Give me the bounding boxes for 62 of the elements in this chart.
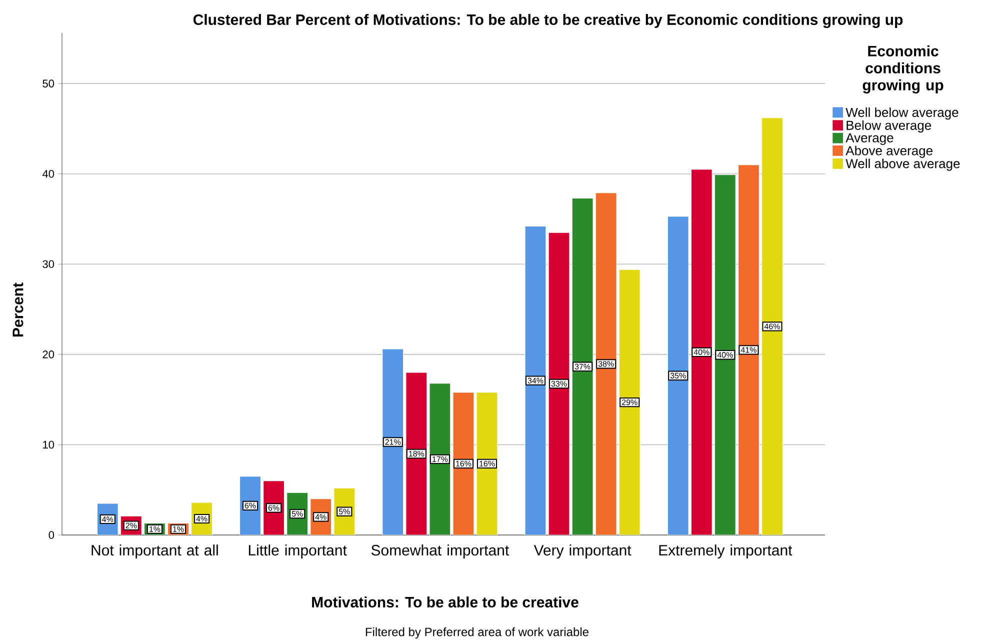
data-label: 40% [717, 352, 733, 358]
bar [548, 232, 570, 535]
bar [452, 392, 474, 535]
data-label: 35% [670, 372, 686, 378]
data-label: 18% [409, 450, 424, 457]
bar [714, 174, 736, 535]
x-tick-label: Little important [248, 544, 347, 559]
bar [572, 198, 594, 535]
data-label: 21% [385, 439, 401, 445]
x-tick-label: Somewhat important [371, 544, 510, 559]
data-label: 33% [551, 380, 567, 387]
x-axis-title: Motivations: To be able to be creative [312, 596, 578, 608]
data-label: 41% [740, 347, 756, 353]
bar [761, 118, 784, 535]
data-label: 37% [574, 364, 590, 370]
y-tick-label: 10 [43, 440, 54, 449]
data-label: 1% [150, 526, 160, 532]
data-label: 6% [244, 502, 256, 508]
data-label: 38% [598, 361, 614, 367]
data-label: 40% [694, 349, 710, 355]
bar [618, 269, 640, 535]
data-label: 5% [338, 508, 350, 514]
bar [239, 476, 262, 535]
data-label: 6% [268, 505, 280, 511]
text: Filtered by Preferred area of work variable [366, 627, 588, 639]
x-tick-label: Extremely important [659, 544, 792, 559]
legend-label: Well below average [846, 107, 958, 120]
x-tick-label: Not important at all [92, 544, 218, 559]
bar [524, 226, 546, 535]
legend-label: Average [846, 133, 894, 145]
x-tick-label: Very important [534, 544, 632, 559]
bar [429, 383, 451, 535]
data-label: 16% [456, 460, 472, 467]
chart-title: Clustered Bar Percent of Motivations: To be able to be creative by Economic conditions growing up [193, 14, 903, 28]
bar [667, 216, 689, 535]
data-label: 17% [432, 456, 448, 462]
data-label: 29% [622, 399, 638, 406]
y-tick-label: 40 [42, 170, 54, 178]
data-label: 34% [528, 378, 544, 384]
data-label: 4% [196, 516, 208, 522]
bar [476, 392, 498, 535]
bar [738, 164, 760, 535]
data-label: 4% [102, 516, 114, 522]
y-tick-label: 30 [42, 260, 54, 268]
legend-label: Well above average [846, 158, 960, 171]
data-label: 16% [480, 460, 495, 467]
data-label: 46% [764, 324, 780, 330]
legend-title: Economic conditions growing up [862, 45, 944, 94]
bar [690, 169, 712, 535]
legend-label: Above average [846, 146, 932, 158]
data-label: 1% [173, 526, 184, 532]
data-label: 4% [315, 514, 326, 520]
data-label: 5% [292, 510, 303, 517]
bar [406, 372, 428, 535]
bar [382, 348, 404, 535]
legend-label: Below average [846, 120, 932, 133]
y-tick-label: 0 [48, 531, 54, 539]
data-label: 2% [126, 522, 137, 528]
y-axis-title: Percent [12, 282, 24, 337]
y-tick-label: 50 [42, 80, 54, 88]
bar [595, 192, 617, 535]
y-tick-label: 20 [42, 350, 54, 358]
